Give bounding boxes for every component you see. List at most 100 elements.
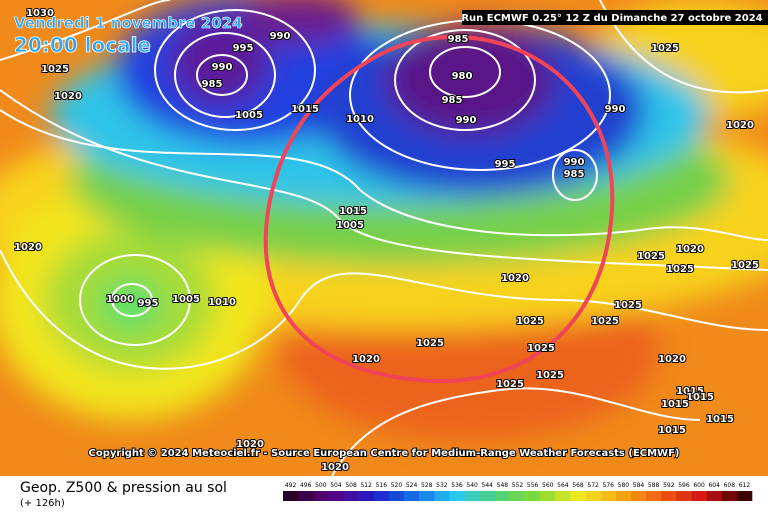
isobar-label: 1020 <box>321 462 349 473</box>
isobar-label: 1025 <box>516 316 544 327</box>
isobar-label: 990 <box>270 31 291 42</box>
colorbar-swatch <box>721 491 738 501</box>
colorbar-tick-label: 584 <box>633 482 645 489</box>
colorbar-tick-label: 516 <box>376 482 388 489</box>
colorbar-swatch <box>646 491 662 501</box>
colorbar-tick-label: 544 <box>482 482 494 489</box>
isobar-label: 1000 <box>106 294 134 305</box>
map-field <box>0 0 768 476</box>
colorbar-tick-label: 512 <box>360 482 372 489</box>
run-info: Run ECMWF 0.25° 12 Z du Dimanche 27 octo… <box>461 13 762 24</box>
colorbar-tick-label: 596 <box>678 482 690 489</box>
colorbar-swatch <box>555 491 571 501</box>
colorbar-tick-label: 568 <box>572 482 584 489</box>
isobar-label: 985 <box>448 34 469 45</box>
colorbar-swatch <box>313 491 329 501</box>
isobar-label: 1005 <box>172 294 200 305</box>
isobar-label: 1025 <box>666 264 694 275</box>
colorbar-swatch <box>283 491 299 501</box>
isobar-label: 1015 <box>676 386 704 397</box>
isobar-label: 1015 <box>291 104 319 115</box>
colorbar-swatch <box>373 491 390 501</box>
colorbar-swatch <box>736 491 753 501</box>
colorbar-swatch <box>464 491 480 501</box>
colorbar-swatch <box>343 491 359 501</box>
isobar-label: 1025 <box>731 260 759 271</box>
colorbar: 492 496 500 504 508 512 516 520 524 528 532 536 540 5… <box>283 482 753 501</box>
isobar-label: 1025 <box>591 316 619 327</box>
colorbar-tick-label: 500 <box>315 482 327 489</box>
colorbar-swatch <box>661 491 677 501</box>
footer-title: Geop. Z500 & pression au sol <box>20 480 227 496</box>
colorbar-swatch <box>585 491 602 501</box>
isobar-label: 1025 <box>614 300 642 311</box>
colorbar-tick-label: 576 <box>603 482 615 489</box>
colorbar-swatch <box>600 491 617 501</box>
isobar-label: 1030 <box>26 8 54 19</box>
colorbar-swatch <box>706 491 723 501</box>
isobar-label: 1020 <box>14 242 42 253</box>
forecast-time: 20:00 locale <box>14 33 151 57</box>
colorbar-tick-label: 580 <box>618 482 630 489</box>
colorbar-swatch <box>388 491 405 501</box>
isobar-label: 1020 <box>54 91 82 102</box>
colorbar-tick-label: 604 <box>708 482 720 489</box>
colorbar-tick-label: 504 <box>330 482 342 489</box>
isobar-label: 985 <box>202 79 223 90</box>
isobar-label: 1025 <box>651 43 679 54</box>
colorbar-swatch <box>404 491 420 501</box>
isobar-label: 1025 <box>496 379 524 390</box>
colorbar-tick-label: 560 <box>542 482 554 489</box>
isobar-label: 1025 <box>41 64 69 75</box>
isobar-label: 1005 <box>235 110 263 121</box>
isobar-label: 1020 <box>352 354 380 365</box>
colorbar-swatch <box>419 491 435 501</box>
isobar-label: 1015 <box>339 206 367 217</box>
colorbar-swatch <box>570 491 586 501</box>
isobar-labels: 1030995990990985100510251020101510109859… <box>13 7 760 474</box>
forecast-date: Vendredi 1 novembre 2024 <box>14 14 243 32</box>
isobar-label: 1015 <box>661 399 689 410</box>
isobar-label: 990 <box>456 115 477 126</box>
colorbar-tick-label: 492 <box>285 482 297 489</box>
isobar-label: 1015 <box>658 425 686 436</box>
colorbar-swatch <box>615 491 632 501</box>
colorbar-tick-label: 508 <box>345 482 357 489</box>
isobar-label: 990 <box>212 62 233 73</box>
colorbar-swatch <box>630 491 647 501</box>
colorbar-tick-label: 608 <box>724 482 736 489</box>
colorbar-tick-label: 556 <box>527 482 539 489</box>
colorbar-tick-label: 572 <box>587 482 599 489</box>
isobar-label: 980 <box>452 71 473 82</box>
isobar-label: 990 <box>605 104 626 115</box>
colorbar-swatch <box>434 491 450 501</box>
colorbar-swatch <box>540 491 556 501</box>
colorbar-tick-label: 612 <box>739 482 751 489</box>
colorbar-swatch <box>358 491 375 501</box>
colorbar-tick-label: 532 <box>436 482 448 489</box>
colorbar-swatch <box>676 491 692 501</box>
isobar-label: 985 <box>564 169 585 180</box>
isobar-label: 1020 <box>501 273 529 284</box>
colorbar-tick-label: 536 <box>451 482 463 489</box>
isobar-label: 1020 <box>726 120 754 131</box>
colorbar-tick-label: 600 <box>693 482 705 489</box>
colorbar-swatch <box>449 491 465 501</box>
colorbar-swatch <box>479 491 496 501</box>
isobar-label: 1015 <box>706 414 734 425</box>
isobar-label: 1025 <box>527 343 555 354</box>
isobar-label: 1005 <box>336 220 364 231</box>
colorbar-swatch <box>509 491 526 501</box>
isobar-label: 1020 <box>676 244 704 255</box>
isobar-label: 995 <box>138 298 159 309</box>
copyright: Copyright © 2024 Meteociel.fr - Source E… <box>89 448 680 459</box>
colorbar-tick-label: 524 <box>406 482 418 489</box>
isobar-label: 1025 <box>536 370 564 381</box>
colorbar-tick-label: 496 <box>300 482 312 489</box>
isobar-label: 1025 <box>416 338 444 349</box>
isobar-label: 1015 <box>686 392 714 403</box>
colorbar-tick-label: 564 <box>557 482 569 489</box>
colorbar-swatch <box>298 491 314 501</box>
colorbar-swatch <box>328 491 344 501</box>
